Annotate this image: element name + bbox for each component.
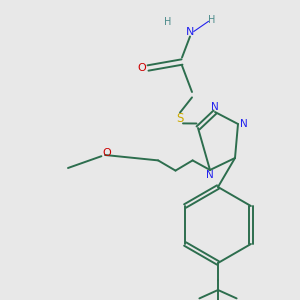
Text: H: H bbox=[208, 16, 216, 26]
Text: N: N bbox=[239, 119, 247, 129]
Text: N: N bbox=[206, 170, 213, 180]
Text: O: O bbox=[137, 63, 146, 73]
Text: N: N bbox=[186, 27, 194, 37]
Text: S: S bbox=[176, 112, 184, 124]
Text: N: N bbox=[211, 102, 219, 112]
Text: O: O bbox=[102, 148, 111, 158]
Text: H: H bbox=[164, 17, 172, 27]
